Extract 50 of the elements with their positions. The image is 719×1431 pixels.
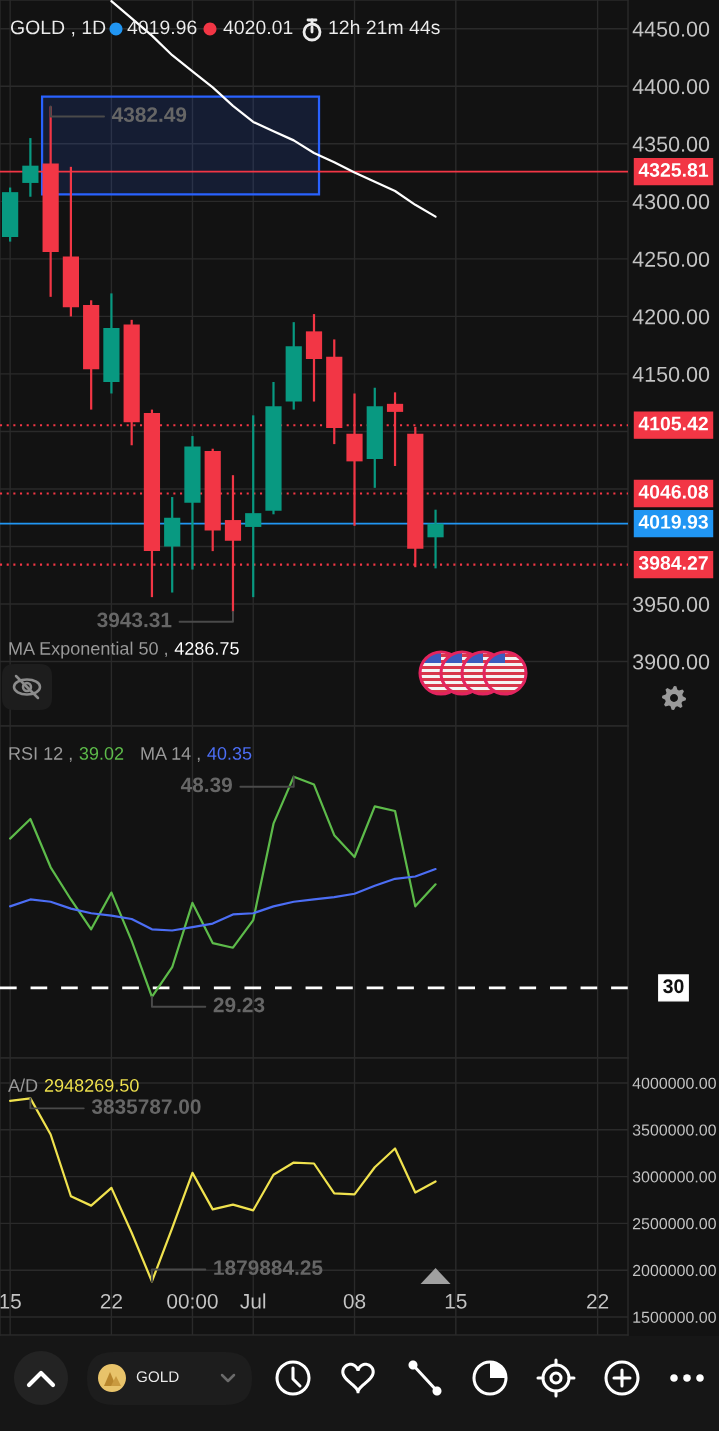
x-tick-label: 22 xyxy=(587,1293,609,1309)
y-tick-label: 3500000.00 xyxy=(632,1124,716,1136)
annotation: RSI 12 , xyxy=(9,747,72,762)
candlestick xyxy=(22,136,39,198)
y-tick-label: 3900.00 xyxy=(632,654,710,670)
y-tick-label: 4250.00 xyxy=(632,251,710,267)
ref-line-label: 4019.93 xyxy=(638,515,708,529)
annotation: 4020.01 xyxy=(223,20,293,35)
annotation: MA Exponential 50 , xyxy=(9,641,167,659)
line-series xyxy=(9,1097,437,1283)
x-tick-label: 08 xyxy=(343,1293,366,1309)
ref-line-label: 4046.08 xyxy=(638,484,709,499)
y-tick-label: 3950.00 xyxy=(632,596,710,613)
y-tick-label: 4450.00 xyxy=(632,21,710,37)
annotation: 2948269.50 xyxy=(44,1079,139,1092)
text: 3943.31 xyxy=(97,612,172,628)
y-tick-label: 4200.00 xyxy=(632,309,710,325)
x-tick-label: 00:00 xyxy=(167,1293,218,1309)
candlestick xyxy=(427,508,444,570)
x-tick-label: Jul xyxy=(240,1293,266,1309)
ref-line-label: 3984.27 xyxy=(638,556,708,570)
annotation: 39.02 xyxy=(79,747,124,760)
y-tick-label: 4350.00 xyxy=(632,136,710,152)
annotation: GOLD , 1D xyxy=(10,20,106,37)
y-tick-label: 4400.00 xyxy=(632,79,710,95)
x-tick-label: 15 xyxy=(0,1294,21,1309)
annotation: 40.35 xyxy=(207,747,252,760)
ref-line-label: 30 xyxy=(663,979,684,994)
data-label: 29.23 xyxy=(213,997,265,1013)
candlestick xyxy=(245,414,262,599)
ref-line-label: 4105.42 xyxy=(638,416,708,431)
data-label: 48.39 xyxy=(180,777,232,793)
y-tick-label: 4300.00 xyxy=(632,194,710,210)
ref-line-label: 4325.81 xyxy=(638,163,709,177)
y-tick-label: 3000000.00 xyxy=(632,1171,716,1183)
y-tick-label: 1500000.00 xyxy=(633,1311,716,1323)
x-tick-label: 15 xyxy=(445,1294,467,1309)
annotation: MA 14 , xyxy=(141,747,200,762)
x-tick-label: 22 xyxy=(100,1293,122,1309)
text: GOLD xyxy=(136,1371,179,1383)
y-tick-label: 2000000.00 xyxy=(632,1264,716,1277)
annotation: 4286.75 xyxy=(174,642,239,655)
annotation: 12h 21m 44s xyxy=(329,19,440,35)
data-label: 1879884.25 xyxy=(214,1260,323,1276)
data-label: 3835787.00 xyxy=(91,1099,201,1114)
annotation: A/D xyxy=(8,1078,38,1092)
y-tick-label: 4000000.00 xyxy=(632,1077,716,1089)
y-tick-label: 4150.00 xyxy=(632,366,710,382)
y-tick-label: 2500000.00 xyxy=(632,1218,716,1230)
text: 4382.49 xyxy=(111,107,187,123)
